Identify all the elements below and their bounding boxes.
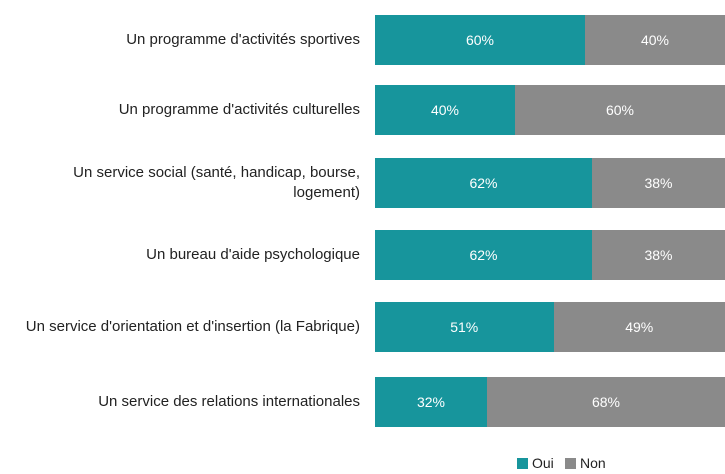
bar-segment [487,377,725,427]
value-label: 60% [605,102,635,118]
bar-segment [375,377,487,427]
legend-item: Non [565,455,606,471]
value-label: 62% [469,175,498,191]
bar-segment [375,302,554,352]
value-label: 60% [465,32,495,48]
bar-segment [375,85,515,135]
value-label: 32% [416,394,446,410]
category-label: Un bureau d'aide psychologique [146,246,360,263]
legend-label: Non [580,455,606,471]
bar-segment [375,230,592,280]
bar-segment [375,158,592,208]
legend-swatch [565,457,576,469]
bar-segment [585,15,725,65]
legend-item: Oui [517,455,554,471]
legend-label: Oui [532,455,554,471]
value-label: 62% [469,247,498,263]
category-label: Un service d'orientation et d'insertion … [25,318,360,335]
value-label: 40% [640,32,670,48]
value-label: 49% [625,319,654,335]
value-label: 38% [644,247,673,263]
category-label: Un programme d'activités sportives [126,31,360,48]
value-label: 40% [430,102,460,118]
bar-segment [375,15,585,65]
legend-swatch [517,457,528,469]
bar-segment [553,302,725,352]
value-label: 38% [644,175,673,191]
category-label: Un programme d'activités culturelles [118,101,360,118]
value-label: 51% [450,319,479,335]
bar-segment [592,158,725,208]
category-label: Un service des relations internationales [98,393,360,410]
bar-segment [592,230,725,280]
bar-segment [515,85,725,135]
value-label: 68% [591,394,621,410]
category-label: Un service social (santé, handicap, bour… [73,164,360,201]
